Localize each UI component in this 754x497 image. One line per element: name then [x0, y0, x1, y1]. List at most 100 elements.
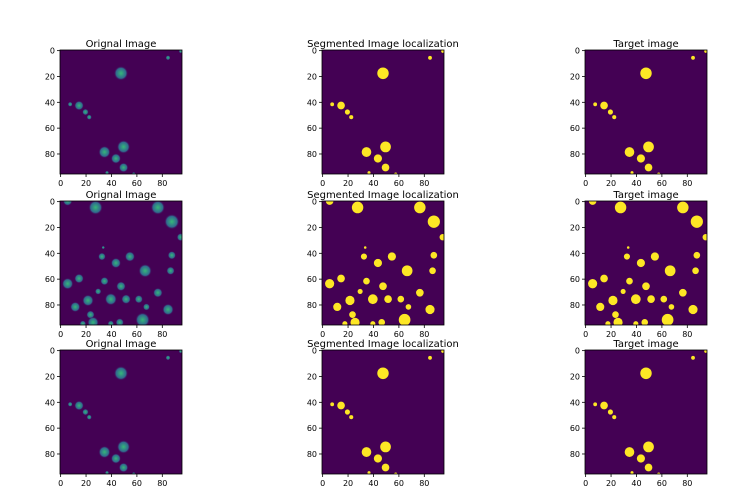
mask-blob: [690, 215, 703, 228]
panel-original: Orignal Image 0 0 20 20 40 40 60 60 80 80: [45, 190, 183, 339]
mask-blob: [377, 367, 389, 380]
y-tick-label: 0: [50, 198, 55, 207]
mask-blob: [360, 253, 367, 260]
mask-blob: [349, 115, 354, 120]
x-tick-label: 80: [419, 479, 429, 488]
mask-blob: [626, 277, 633, 285]
cell: [165, 355, 171, 361]
cell: [82, 408, 89, 416]
mask-blob: [593, 402, 598, 407]
y-tick-label: 20: [570, 372, 580, 381]
panel-original: Orignal Image 0 0 20 20 40 40 60 60 80 80: [45, 39, 183, 188]
axes-frame: [59, 349, 183, 475]
y-tick-label: 0: [50, 347, 55, 356]
cell: [166, 266, 175, 275]
y-tick-label: 80: [570, 301, 580, 310]
mask-blob: [640, 367, 652, 380]
mask-blob: [350, 317, 360, 325]
cell: [88, 201, 103, 215]
x-tick-label: 20: [606, 179, 616, 188]
x-tick-label: 80: [157, 479, 167, 488]
mask-blob: [642, 282, 650, 291]
x-tick-label: 20: [343, 479, 353, 488]
mask-blob: [401, 265, 413, 277]
panel-segmented: Segmented Image localization002020404060…: [307, 339, 459, 488]
x-tick-label: 0: [58, 179, 63, 188]
panel-segmented: Segmented Image localization002020404060…: [307, 190, 459, 339]
mask-blob: [691, 55, 695, 60]
cell: [135, 312, 150, 325]
mask-blob: [361, 147, 372, 157]
x-tick-label: 20: [81, 330, 91, 339]
mask-blob: [414, 201, 426, 214]
mask-blob: [608, 295, 618, 306]
y-tick-label: 60: [45, 275, 55, 284]
cell: [167, 251, 176, 260]
mask-blob: [363, 277, 370, 285]
cell: [104, 293, 117, 306]
cell: [121, 294, 131, 305]
y-tick-label: 20: [307, 72, 317, 81]
panel-title: Target image: [612, 39, 678, 50]
cell: [150, 201, 166, 215]
mask-blob: [644, 163, 653, 172]
x-tick-label: 80: [157, 179, 167, 188]
mask-blob: [614, 201, 627, 214]
cell: [110, 153, 121, 164]
y-tick-label: 80: [45, 450, 55, 459]
mask-blob: [373, 454, 382, 463]
y-tick-label: 40: [307, 398, 317, 407]
x-tick-label: 40: [631, 479, 641, 488]
x-tick-label: 40: [368, 479, 378, 488]
cell: [67, 101, 73, 107]
mask-blob: [367, 171, 371, 174]
panel-target: Target image 0 0 20 20 40 40 60 60 80 80: [570, 339, 708, 488]
x-tick-label: 60: [132, 179, 142, 188]
mask-blob: [325, 279, 335, 289]
panel-title: Orignal Image: [86, 39, 157, 50]
x-tick-label: 40: [368, 330, 378, 339]
mask-blob: [357, 288, 363, 294]
mask-blob: [612, 311, 619, 319]
image-background: [322, 201, 444, 325]
mask-blob: [612, 415, 617, 420]
x-tick-label: 80: [682, 479, 692, 488]
y-tick-label: 0: [575, 198, 580, 207]
x-tick-label: 0: [583, 179, 588, 188]
x-tick-label: 60: [394, 479, 404, 488]
mask-blob: [704, 50, 707, 53]
mask-blob: [333, 302, 342, 312]
cell: [79, 320, 87, 325]
mask-blob: [650, 252, 659, 261]
mask-blob: [631, 294, 641, 305]
cell: [110, 257, 121, 269]
cell: [100, 276, 109, 286]
cell: [107, 320, 115, 325]
x-tick-label: 80: [419, 179, 429, 188]
cell: [61, 277, 74, 290]
y-tick-label: 80: [45, 150, 55, 159]
mask-blob: [441, 50, 444, 53]
mask-blob: [384, 295, 392, 304]
mask-blob: [624, 447, 635, 457]
y-tick-label: 80: [307, 150, 317, 159]
y-tick-label: 60: [45, 124, 55, 133]
mask-blob: [605, 321, 611, 325]
cell: [113, 65, 129, 81]
cell: [98, 445, 111, 459]
cell: [134, 294, 143, 304]
y-tick-label: 20: [570, 223, 580, 232]
cell: [116, 440, 131, 454]
mask-blob: [416, 288, 424, 297]
cell: [118, 462, 129, 473]
axes-frame: [321, 49, 445, 175]
mask-blob: [704, 350, 707, 353]
mask-blob: [612, 115, 617, 120]
mask-blob: [428, 55, 432, 60]
mask-blob: [380, 141, 391, 153]
mask-blob: [647, 295, 655, 304]
image-background: [60, 201, 182, 325]
mask-blob: [600, 401, 608, 410]
x-tick-label: 0: [583, 330, 588, 339]
mask-blob: [330, 402, 335, 407]
